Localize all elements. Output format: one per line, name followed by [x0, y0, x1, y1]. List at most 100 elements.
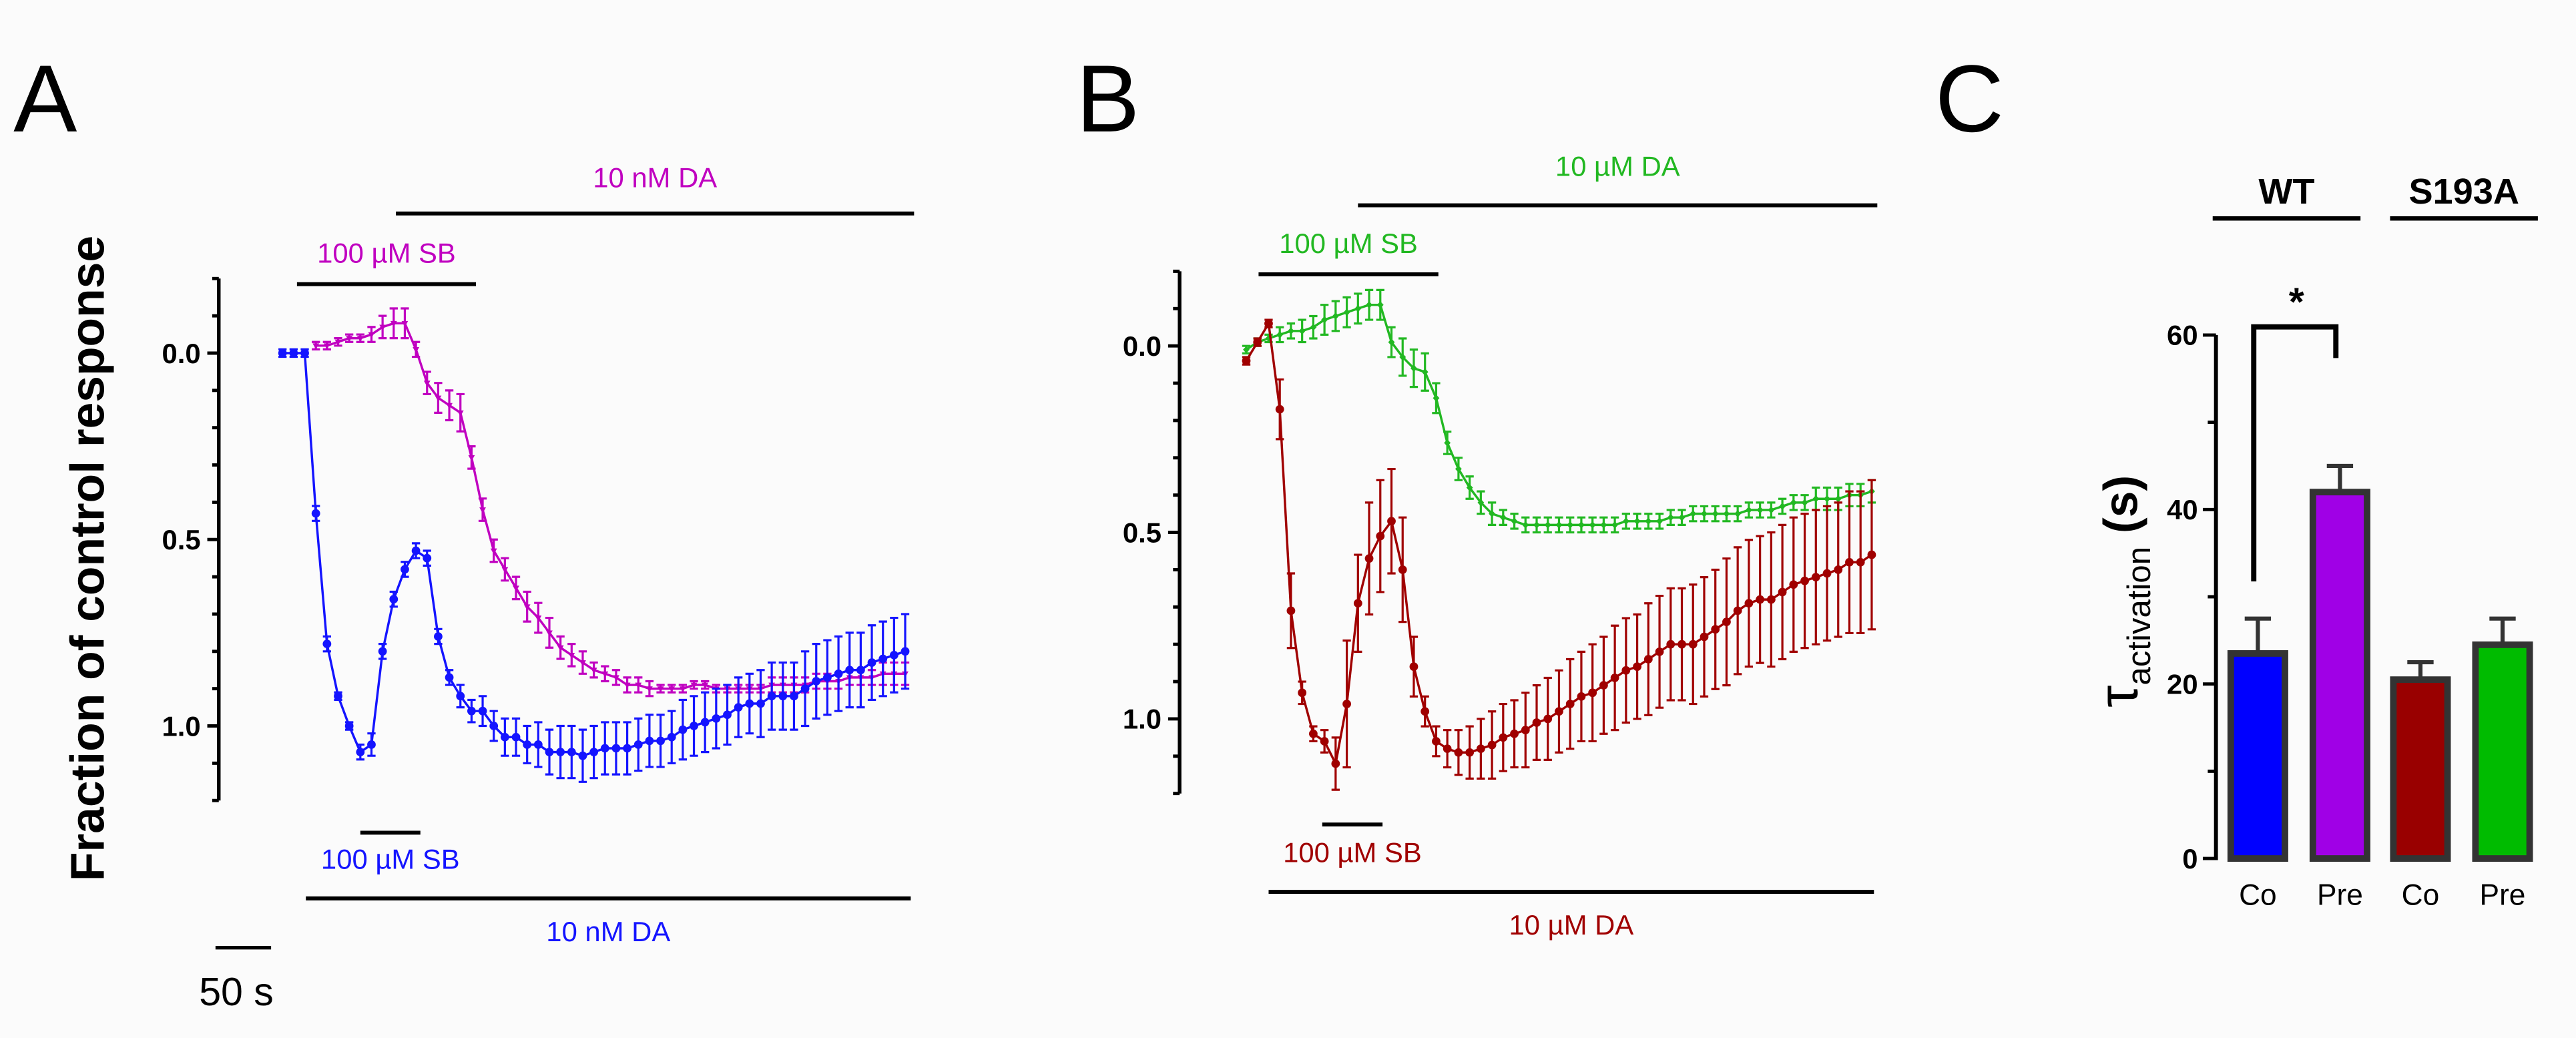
data-point — [1398, 565, 1407, 574]
data-point — [1577, 692, 1586, 701]
data-point — [601, 671, 609, 678]
data-point — [1443, 744, 1452, 754]
series-magenta — [312, 307, 910, 698]
data-point — [656, 736, 665, 746]
data-point — [322, 639, 332, 649]
data-point — [1745, 506, 1752, 514]
data-point — [679, 686, 686, 693]
y-tick-label: 0 — [2182, 843, 2198, 874]
data-point — [533, 740, 543, 749]
data-point — [1756, 506, 1764, 514]
data-point — [346, 336, 353, 342]
treatment-label: 10 µM DA — [1509, 909, 1634, 941]
series-dark-red — [1242, 318, 1876, 791]
data-point — [1276, 330, 1284, 338]
data-point — [1766, 595, 1776, 604]
data-point — [1824, 495, 1830, 503]
data-point — [1845, 557, 1854, 567]
data-point — [1622, 517, 1629, 525]
significance-asterisk: * — [2289, 280, 2304, 324]
treatment-label: 100 µM SB — [1283, 837, 1422, 868]
y-tick-label: 0.5 — [1123, 517, 1162, 548]
data-point — [702, 682, 709, 689]
data-point — [1633, 517, 1641, 525]
data-point — [467, 706, 476, 716]
data-point — [611, 744, 621, 753]
data-point — [1466, 484, 1473, 491]
data-point — [1744, 599, 1754, 608]
data-point — [1678, 639, 1686, 649]
data-point — [1867, 550, 1876, 559]
data-point — [1376, 531, 1385, 541]
data-point — [535, 615, 542, 621]
category-label: Co — [2239, 879, 2277, 912]
data-point — [1242, 356, 1251, 365]
data-point — [1476, 744, 1485, 754]
data-point — [523, 604, 531, 611]
data-point — [1722, 617, 1731, 627]
data-point — [300, 348, 309, 358]
data-point — [1433, 394, 1440, 402]
data-point — [1678, 513, 1686, 521]
data-point — [579, 660, 586, 666]
error-bar — [2326, 463, 2354, 493]
category-label: Pre — [2317, 879, 2363, 912]
y-axis-label-c: τactivation (s) — [2087, 475, 2158, 708]
scale-bar-label: 50 s — [199, 970, 274, 1014]
data-point — [1789, 580, 1798, 589]
data-point — [323, 343, 330, 350]
data-point — [568, 652, 575, 659]
data-point — [856, 666, 865, 675]
data-point — [878, 654, 888, 664]
data-point — [1700, 632, 1709, 641]
data-point — [1477, 499, 1485, 507]
data-point — [311, 509, 320, 518]
y-unit: (s) — [2095, 475, 2148, 547]
group-label: WT — [2258, 172, 2314, 212]
bar-co — [2390, 676, 2451, 862]
data-point — [1454, 748, 1463, 757]
data-point — [1565, 700, 1575, 708]
data-point — [1399, 353, 1406, 361]
data-point — [900, 647, 910, 656]
data-point — [778, 692, 788, 701]
treatment-label: 100 µM SB — [321, 844, 460, 875]
data-point — [490, 548, 497, 555]
data-point — [1656, 517, 1663, 525]
data-point — [613, 675, 619, 682]
data-point — [690, 722, 698, 730]
treatment-label: 10 nM DA — [593, 162, 717, 193]
y-axis-label-a: Fraction of control response — [61, 236, 115, 881]
data-point — [1298, 327, 1306, 335]
data-point — [1387, 517, 1396, 526]
data-point — [1778, 587, 1787, 597]
data-point — [1286, 606, 1296, 615]
data-point — [1332, 312, 1339, 320]
data-point — [1264, 319, 1273, 328]
bar-pre — [2472, 641, 2533, 862]
data-point — [1410, 364, 1417, 372]
data-point — [1310, 323, 1317, 331]
data-point — [1421, 707, 1430, 716]
data-point — [734, 703, 743, 712]
data-point — [1611, 521, 1619, 529]
data-point — [344, 722, 354, 730]
data-point — [1432, 737, 1441, 746]
data-point — [1253, 338, 1262, 346]
data-point — [523, 740, 532, 749]
data-point — [312, 343, 320, 350]
data-point — [1532, 718, 1541, 727]
y-tick-label: 20 — [2167, 668, 2198, 700]
data-point — [1812, 495, 1820, 503]
panel-c: 0 20 40 60 Co Pre Co Pre WT S193A * — [2167, 172, 2538, 912]
data-point — [368, 332, 375, 338]
data-point — [646, 686, 653, 693]
data-point — [1544, 521, 1551, 529]
y-tick-label: 1.0 — [1123, 704, 1162, 735]
data-point — [1712, 510, 1719, 518]
data-point — [500, 732, 509, 742]
data-point — [289, 348, 298, 358]
data-point — [1275, 405, 1284, 414]
data-point — [423, 380, 431, 387]
treatment-label: 10 nM DA — [546, 916, 670, 947]
